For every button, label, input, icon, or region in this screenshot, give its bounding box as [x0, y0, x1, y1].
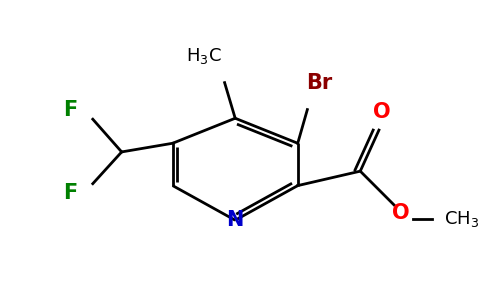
Text: CH$_3$: CH$_3$: [444, 209, 479, 229]
Text: Br: Br: [306, 73, 332, 93]
Text: H$_3$C: H$_3$C: [185, 46, 221, 66]
Text: N: N: [227, 210, 244, 230]
Text: F: F: [63, 183, 78, 203]
Text: F: F: [63, 100, 78, 120]
Text: O: O: [392, 202, 409, 223]
Text: O: O: [373, 101, 390, 122]
